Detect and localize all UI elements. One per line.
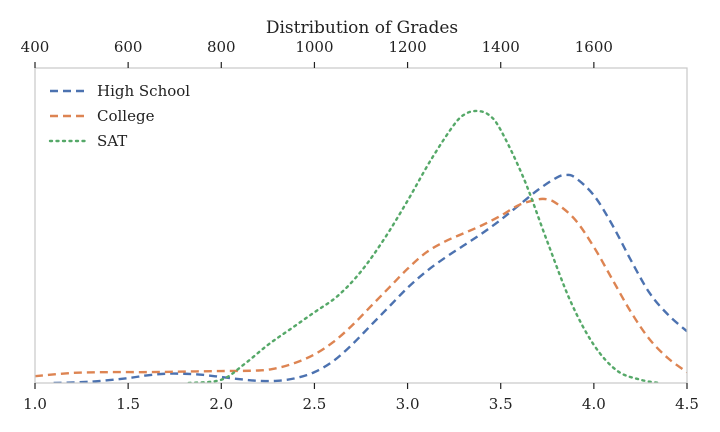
x-bottom-tick-label: 4.0 <box>582 395 606 413</box>
x-bottom-tick-label: 1.5 <box>116 395 140 413</box>
legend-label: High School <box>97 82 190 100</box>
x-bottom-tick-label: 2.0 <box>209 395 233 413</box>
x-top-tick-label: 1600 <box>575 38 613 56</box>
x-top-tick-label: 1400 <box>482 38 520 56</box>
legend-label: College <box>97 107 155 125</box>
legend-label: SAT <box>97 132 127 150</box>
plot-area <box>35 109 687 383</box>
series-line-high-school <box>53 173 687 383</box>
plot-frame <box>34 67 688 384</box>
x-top-tick-label: 800 <box>207 38 236 56</box>
x-bottom-tick-label: 2.5 <box>302 395 326 413</box>
axes: 1.0 1.5 2.0 2.5 3.0 3.5 4.0 4.5 400 600 800 1000 120… <box>21 38 699 413</box>
x-bottom-tick-label: 1.0 <box>23 395 47 413</box>
x-top-tick-label: 400 <box>21 38 50 56</box>
x-bottom-tick-label: 3.5 <box>489 395 513 413</box>
x-top-tick-label: 600 <box>114 38 143 56</box>
legend: High School College SAT <box>48 82 190 150</box>
x-bottom-tick-label: 3.0 <box>396 395 420 413</box>
x-top-tick-label: 1200 <box>388 38 426 56</box>
x-bottom-tick-label: 4.5 <box>675 395 699 413</box>
x-top-tick-label: 1000 <box>295 38 333 56</box>
chart-title: Distribution of Grades <box>266 18 458 38</box>
series-line-sat <box>187 109 661 383</box>
series-line-college <box>35 197 687 378</box>
